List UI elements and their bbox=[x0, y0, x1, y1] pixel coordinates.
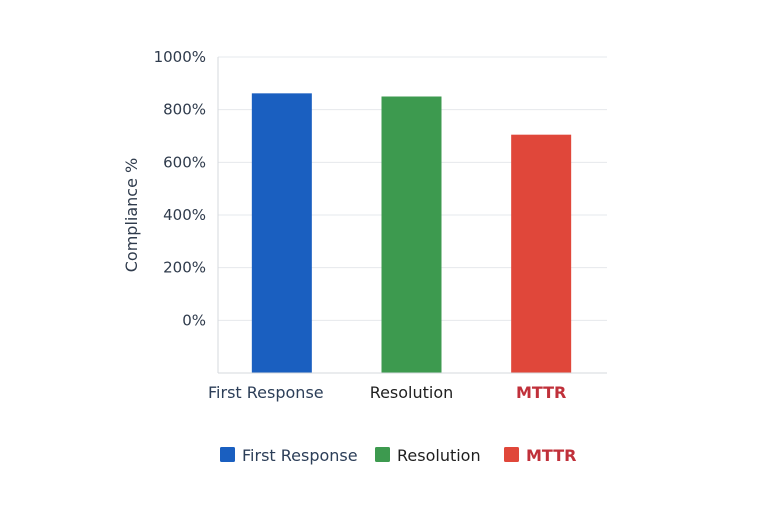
y-tick-label: 400% bbox=[163, 206, 206, 224]
y-tick-label: 800% bbox=[163, 101, 206, 119]
y-tick-label: 600% bbox=[163, 153, 206, 171]
legend-swatch bbox=[504, 447, 519, 462]
y-axis-title: Compliance % bbox=[122, 158, 141, 272]
bar-mttr bbox=[511, 134, 572, 373]
x-tick-label: Resolution bbox=[370, 383, 454, 402]
legend-swatch bbox=[375, 447, 390, 462]
bars bbox=[251, 93, 572, 373]
legend: First Response Resolution MTTR bbox=[220, 446, 576, 465]
x-tick-label: MTTR bbox=[516, 383, 566, 402]
y-tick-label: 0% bbox=[182, 311, 206, 329]
legend-label: First Response bbox=[242, 446, 358, 465]
y-tick-label: 1000% bbox=[154, 48, 206, 66]
x-tick-labels: First Response Resolution MTTR bbox=[208, 383, 566, 402]
axes bbox=[217, 57, 607, 374]
y-tick-label: 200% bbox=[163, 259, 206, 277]
y-tick-labels: 0% 200% 400% 600% 800% 1000% bbox=[154, 48, 206, 329]
x-tick-label: First Response bbox=[208, 383, 324, 402]
legend-item-first-response: First Response bbox=[220, 446, 358, 465]
bar-resolution bbox=[381, 96, 442, 373]
bar-first-response bbox=[251, 93, 312, 373]
legend-item-mttr: MTTR bbox=[504, 446, 576, 465]
legend-item-resolution: Resolution bbox=[375, 446, 481, 465]
legend-label: Resolution bbox=[397, 446, 481, 465]
legend-swatch bbox=[220, 447, 235, 462]
legend-label: MTTR bbox=[526, 446, 576, 465]
